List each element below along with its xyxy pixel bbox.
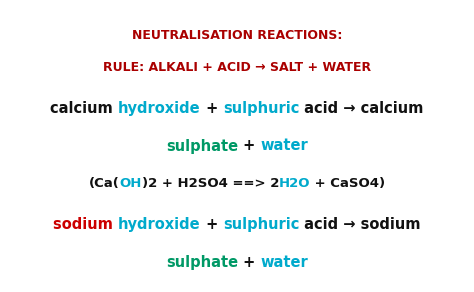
Text: calcium: calcium (50, 100, 118, 116)
Text: sulphate: sulphate (166, 255, 238, 270)
Text: +: + (201, 217, 223, 232)
Text: acid → calcium: acid → calcium (300, 100, 424, 116)
Text: hydroxide: hydroxide (118, 217, 201, 232)
Text: OH: OH (119, 178, 142, 190)
Text: )2 + H2SO4 ==> 2: )2 + H2SO4 ==> 2 (142, 178, 279, 190)
Text: acid → sodium: acid → sodium (300, 217, 421, 232)
Text: sulphuric: sulphuric (223, 217, 300, 232)
Text: (Ca(: (Ca( (88, 178, 119, 190)
Text: NEUTRALISATION REACTIONS:: NEUTRALISATION REACTIONS: (132, 29, 342, 41)
Text: sulphuric: sulphuric (223, 100, 300, 116)
Text: +: + (238, 138, 260, 154)
Text: hydroxide: hydroxide (118, 100, 201, 116)
Text: sulphate: sulphate (166, 138, 238, 154)
Text: H2O: H2O (279, 178, 310, 190)
Text: + CaSO4): + CaSO4) (310, 178, 386, 190)
Text: water: water (260, 138, 308, 154)
Text: +: + (238, 255, 260, 270)
Text: +: + (201, 100, 223, 116)
Text: sodium: sodium (53, 217, 118, 232)
Text: RULE: ALKALI + ACID → SALT + WATER: RULE: ALKALI + ACID → SALT + WATER (103, 61, 371, 74)
Text: water: water (260, 255, 308, 270)
